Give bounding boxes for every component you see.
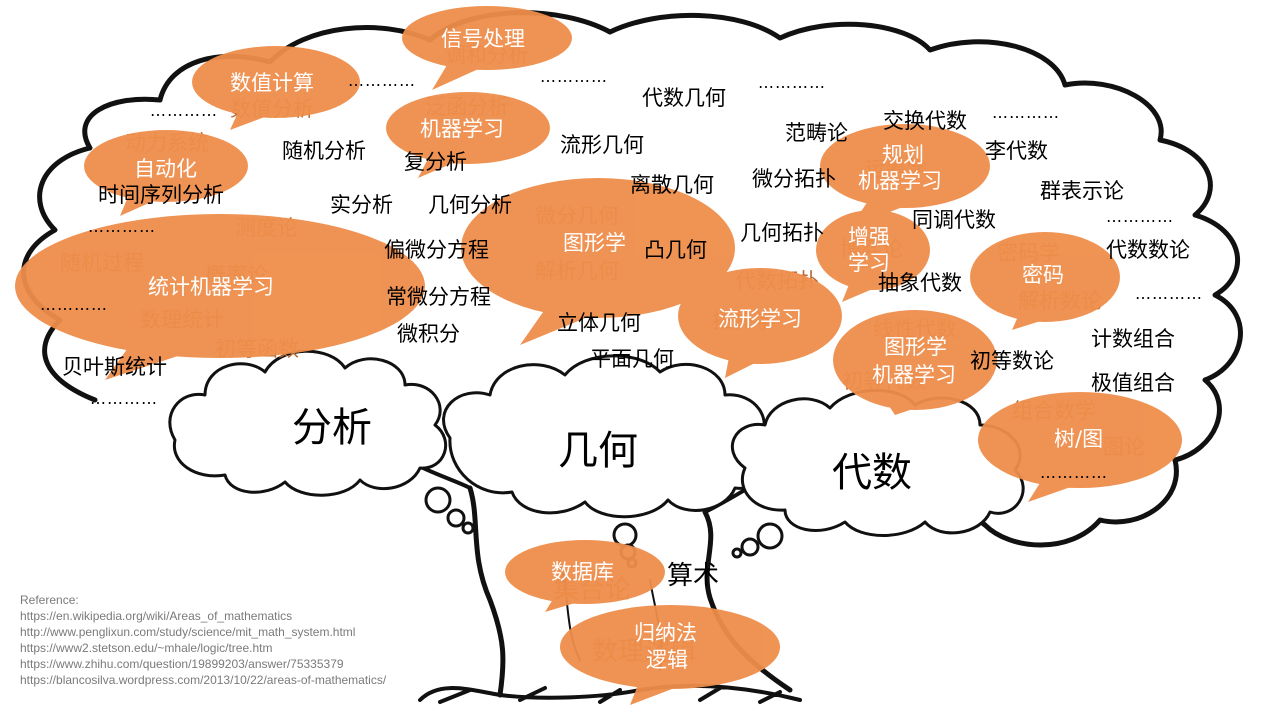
ellipsis-9: ………… (40, 295, 108, 314)
puff-algebra-1 (756, 522, 784, 550)
bubble-tree-graph (978, 392, 1182, 502)
label-cryptography: 密码 (1022, 263, 1064, 287)
puff-analysis-3 (461, 521, 475, 535)
label-database: 数据库 (551, 560, 614, 584)
term-algebraic-number-theory: 代数数论 (1106, 238, 1190, 262)
term-lie-algebra: 李代数 (985, 139, 1048, 163)
puff-algebra-2 (740, 537, 760, 557)
ellipsis-11: ………… (1040, 463, 1108, 482)
label-reinforcement: 增强 (848, 225, 890, 249)
term-homological-algebra: 同调代数 (912, 208, 996, 232)
term-differential-topology: 微分拓扑 (752, 167, 836, 191)
root-geometry: 几何 (558, 428, 638, 474)
root-algebra: 代数 (832, 450, 912, 496)
bubble-cryptography (970, 232, 1120, 330)
reference-link[interactable]: https://blancosilva.wordpress.com/2013/1… (20, 673, 387, 687)
bubble-graphics-ml (833, 310, 997, 415)
bubble-statistical-ml (15, 214, 425, 380)
reference-link[interactable]: https://www2.stetson.edu/~mhale/logic/tr… (20, 641, 273, 655)
term-calculus: 微积分 (397, 322, 460, 346)
term-manifold-geometry: 流形几何 (560, 133, 644, 157)
tree-roots (418, 683, 802, 704)
label-automation: 自动化 (134, 157, 197, 181)
term-extremal-combinatorics: 极值组合 (1091, 371, 1175, 395)
label-reinforcement-learning: 学习 (848, 251, 890, 275)
puff-analysis-1 (424, 486, 452, 514)
label-graphics-ml: 机器学习 (872, 363, 956, 387)
puff-analysis-2 (446, 508, 466, 528)
term-arithmetic: 算术 (667, 561, 719, 591)
bubble-signal-processing (402, 6, 572, 90)
bubble-numerical-computing (192, 46, 360, 130)
reference-link[interactable]: https://en.wikipedia.org/wiki/Areas_of_m… (20, 609, 293, 623)
term-bayesian-statistics: 贝叶斯统计 (62, 355, 167, 379)
bubble-induction-logic (560, 605, 780, 705)
root-analysis: 分析 (292, 405, 372, 451)
puff-geometry-1 (612, 522, 638, 548)
label-logic: 逻辑 (646, 648, 688, 672)
label-numerical-computing: 数值计算 (230, 71, 314, 95)
label-manifold-learning: 流形学习 (718, 307, 802, 331)
label-planning-ml: 机器学习 (858, 169, 942, 193)
term-commutative-algebra: 交换代数 (883, 109, 967, 133)
bubble-database (505, 540, 665, 612)
term-group-representation: 群表示论 (1040, 179, 1124, 203)
label-signal-processing: 信号处理 (441, 27, 525, 51)
reference-link[interactable]: http://www.penglixun.com/study/science/m… (20, 625, 356, 639)
term-solid-geometry: 立体几何 (557, 311, 641, 335)
reference-list: Reference: https://en.wikipedia.org/wiki… (20, 592, 386, 688)
term-elementary-number-theory: 初等数论 (970, 349, 1054, 373)
term-algebraic-geometry: 代数几何 (642, 86, 726, 110)
bubble-automation (84, 130, 248, 216)
ellipsis-8: ………… (1135, 284, 1203, 303)
reference-heading: Reference: (20, 593, 79, 607)
puff-algebra-3 (731, 547, 743, 559)
term-ode: 常微分方程 (386, 285, 491, 309)
term-geometric-topology: 几何拓扑 (740, 221, 824, 245)
term-geometric-analysis: 几何分析 (428, 193, 512, 217)
bubble-graphics-center (461, 178, 735, 345)
term-plane-geometry: 平面几何 (590, 347, 674, 371)
ellipsis-10: ………… (90, 389, 158, 408)
ellipsis-7: ………… (1106, 207, 1174, 226)
bubble-manifold-learning (678, 268, 842, 378)
term-abstract-algebra: 抽象代数 (878, 271, 962, 295)
label-tree-graph: 树/图 (1054, 427, 1103, 451)
tree-trunk-left (467, 485, 506, 698)
ellipsis-3: ………… (758, 73, 826, 92)
label-machine-learning-top: 机器学习 (420, 117, 504, 141)
bubble-reinforcement-learning (816, 210, 930, 302)
ellipsis-4: ………… (992, 103, 1060, 122)
tree-canopy-outline (21, 10, 1243, 548)
ellipsis-6: ………… (88, 217, 156, 236)
term-category-theory: 范畴论 (785, 121, 848, 145)
label-planning: 规划 (882, 143, 924, 167)
term-convex-geometry: 凸几何 (644, 238, 707, 262)
term-discrete-geometry: 离散几何 (630, 173, 714, 197)
term-stochastic-analysis: 随机分析 (282, 139, 366, 163)
term-enumerative-combinatorics: 计数组合 (1091, 327, 1175, 351)
label-statistical-ml: 统计机器学习 (148, 275, 274, 299)
label-graphics-center: 图形学 (563, 231, 626, 255)
bubble-machine-learning-top (386, 92, 550, 178)
ellipsis-1: ………… (348, 71, 416, 90)
term-time-series-analysis: 时间序列分析 (98, 183, 224, 207)
label-induction: 归纳法 (634, 621, 697, 645)
label-graphics: 图形学 (884, 335, 947, 359)
term-complex-analysis: 复分析 (404, 150, 467, 174)
term-pde: 偏微分方程 (384, 238, 489, 262)
reference-link[interactable]: https://www.zhihu.com/question/19899203/… (20, 657, 344, 671)
cloud-analysis (168, 349, 448, 497)
ellipsis-5: ………… (150, 101, 218, 120)
term-real-analysis: 实分析 (330, 193, 393, 217)
ellipsis-2: ………… (540, 67, 608, 86)
